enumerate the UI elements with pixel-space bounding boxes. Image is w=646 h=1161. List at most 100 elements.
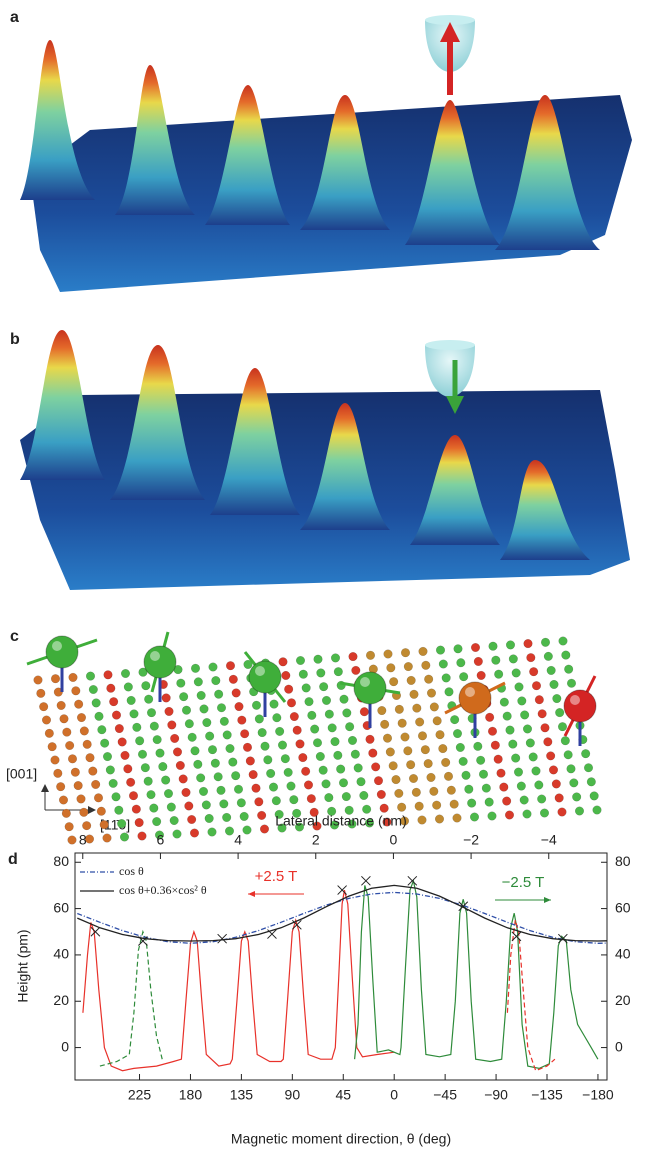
atom xyxy=(153,735,162,744)
atom xyxy=(278,741,287,750)
atom xyxy=(144,695,153,704)
atom xyxy=(232,689,241,698)
x-tick-label: 180 xyxy=(179,1087,203,1103)
atom xyxy=(74,700,83,709)
atom xyxy=(130,710,139,719)
atom xyxy=(317,669,326,678)
atom xyxy=(59,796,68,805)
y2-tick-label: 40 xyxy=(615,946,631,962)
atom xyxy=(127,696,136,705)
atom xyxy=(165,707,174,716)
atom xyxy=(150,722,159,731)
atom xyxy=(494,755,503,764)
atom xyxy=(187,815,196,824)
atom xyxy=(129,791,138,800)
atom xyxy=(222,813,231,822)
atom xyxy=(322,780,331,789)
atom xyxy=(100,739,109,748)
atom xyxy=(208,745,217,754)
atom xyxy=(444,772,453,781)
atom xyxy=(257,811,266,820)
panel-b: b xyxy=(10,330,630,590)
atom xyxy=(319,682,328,691)
atom xyxy=(156,749,165,758)
atom xyxy=(182,788,191,797)
atom xyxy=(202,801,211,810)
atom xyxy=(459,757,468,766)
atom xyxy=(500,783,509,792)
x2-tick-label: 2 xyxy=(312,832,320,848)
atom xyxy=(506,641,515,650)
atom xyxy=(334,667,343,676)
atom xyxy=(240,812,249,821)
y2-tick-label: 0 xyxy=(615,1038,623,1054)
x2-axis-title: Lateral distance (nm) xyxy=(275,813,407,829)
atom xyxy=(401,733,410,742)
atom xyxy=(217,786,226,795)
x-tick-label: −180 xyxy=(582,1087,614,1103)
x-tick-label: −45 xyxy=(433,1087,457,1103)
atom xyxy=(65,741,74,750)
atom xyxy=(89,685,98,694)
atom xyxy=(51,756,60,765)
atom xyxy=(465,785,474,794)
atom xyxy=(305,697,314,706)
atom xyxy=(559,637,568,646)
atom xyxy=(544,738,553,747)
atom xyxy=(506,726,515,735)
atom xyxy=(301,767,310,776)
atom xyxy=(211,759,220,768)
atom xyxy=(584,763,593,772)
atom xyxy=(383,734,392,743)
atom xyxy=(564,665,573,674)
axis-arrow xyxy=(88,806,96,814)
atom xyxy=(552,780,561,789)
atom xyxy=(415,718,424,727)
atom xyxy=(270,700,279,709)
y-tick-label: 20 xyxy=(53,992,69,1008)
x2-tick-label: 0 xyxy=(390,832,398,848)
atom xyxy=(249,770,258,779)
atom xyxy=(63,728,72,737)
atom xyxy=(447,786,456,795)
atom xyxy=(371,763,380,772)
atom xyxy=(380,720,389,729)
atom xyxy=(168,721,177,730)
atom xyxy=(319,766,328,775)
atom xyxy=(282,671,291,680)
atom xyxy=(558,808,567,817)
atom xyxy=(348,736,357,745)
highlight xyxy=(52,641,62,651)
atom xyxy=(541,638,550,647)
atom xyxy=(161,776,170,785)
atom xyxy=(39,702,48,711)
spin-atom xyxy=(564,690,596,722)
atom xyxy=(342,792,351,801)
atom xyxy=(386,748,395,757)
atom xyxy=(325,710,334,719)
atom xyxy=(439,744,448,753)
atom xyxy=(226,744,235,753)
atom xyxy=(229,675,238,684)
annotation: +2.5 T xyxy=(255,868,298,885)
atom xyxy=(83,740,92,749)
atom xyxy=(167,803,176,812)
atom xyxy=(572,793,581,802)
axis-arrow xyxy=(41,784,49,792)
atom xyxy=(109,697,118,706)
x-tick-label: 225 xyxy=(128,1087,152,1103)
atom xyxy=(505,811,514,820)
atom xyxy=(91,780,100,789)
cross-marker xyxy=(338,886,347,895)
atom xyxy=(214,772,223,781)
atom xyxy=(479,770,488,779)
atom xyxy=(418,732,427,741)
atom xyxy=(523,810,532,819)
atom xyxy=(432,801,441,810)
atom xyxy=(339,779,348,788)
atom xyxy=(352,666,361,675)
atom xyxy=(261,742,270,751)
atom xyxy=(296,740,305,749)
trace xyxy=(100,932,162,1066)
atom xyxy=(235,702,244,711)
